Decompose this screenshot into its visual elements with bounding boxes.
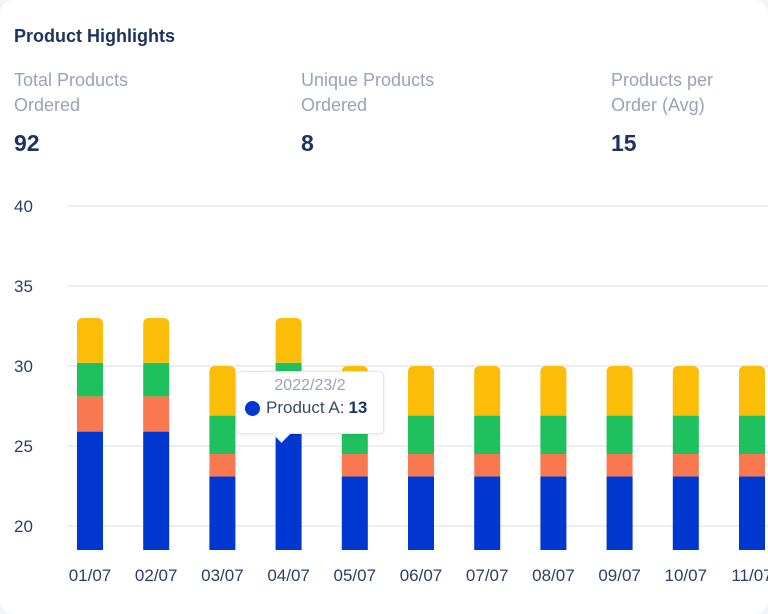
bar-segment xyxy=(672,476,699,550)
y-tick-label: 40 xyxy=(14,197,33,216)
bar-segment xyxy=(540,366,567,416)
bar-segment xyxy=(739,415,765,454)
stat-products-per-order: Products per Order (Avg) 15 xyxy=(611,68,751,157)
tooltip-value: 13 xyxy=(348,398,368,417)
bar-segment xyxy=(143,431,170,550)
stat-total-products: Total Products Ordered 92 xyxy=(14,68,184,157)
bar-segment xyxy=(408,454,434,477)
x-tick-label: 09/07 xyxy=(598,566,641,585)
bar-segment xyxy=(672,454,699,477)
bar-segment xyxy=(275,318,302,363)
bar-segment xyxy=(77,318,103,363)
bar-segment xyxy=(474,476,501,550)
bar-segment xyxy=(739,454,765,477)
y-tick-label: 20 xyxy=(14,517,33,536)
bar-segment xyxy=(540,415,567,454)
x-tick-label: 10/07 xyxy=(665,566,708,585)
bar-segment xyxy=(606,366,633,416)
bar-segment xyxy=(474,454,501,477)
y-tick-label: 30 xyxy=(14,357,33,376)
bar-segment xyxy=(606,454,633,477)
y-tick-label: 25 xyxy=(14,437,33,456)
x-tick-label: 02/07 xyxy=(135,566,178,585)
bar-segment xyxy=(606,476,633,550)
card-title: Product Highlights xyxy=(14,26,175,46)
x-tick-label: 03/07 xyxy=(201,566,244,585)
x-tick-label: 06/07 xyxy=(400,566,443,585)
stat-value: 8 xyxy=(301,130,314,156)
bar-segment xyxy=(540,454,567,477)
x-tick-label: 05/07 xyxy=(334,566,377,585)
x-tick-label: 08/07 xyxy=(532,566,575,585)
bar-segment xyxy=(672,415,699,454)
x-tick-label: 01/07 xyxy=(69,566,112,585)
stat-label: Unique Products Ordered xyxy=(301,70,435,115)
stat-value: 15 xyxy=(611,130,637,156)
bar-segment xyxy=(143,318,170,363)
bar-segment xyxy=(143,396,170,432)
stat-label: Total Products Ordered xyxy=(14,70,129,115)
bar-segment xyxy=(275,431,302,550)
stat-unique-products: Unique Products Ordered 8 xyxy=(301,68,471,157)
bar-segment xyxy=(739,366,765,416)
bar-segment xyxy=(474,415,501,454)
series-color-dot-icon xyxy=(245,400,260,416)
x-tick-label: 11/07 xyxy=(731,566,768,585)
bar-segment xyxy=(209,476,236,550)
y-tick-label: 35 xyxy=(14,277,33,296)
bar-segment xyxy=(474,366,501,416)
bar-segment xyxy=(209,366,236,416)
tooltip-series-label: Product A: xyxy=(266,398,345,417)
x-tick-label: 07/07 xyxy=(466,566,509,585)
bar-segment xyxy=(341,476,368,550)
bar-segment xyxy=(408,476,434,550)
bar-segment xyxy=(77,396,103,432)
bar-segment xyxy=(143,362,170,397)
bar-segment xyxy=(540,476,567,550)
bar-segment xyxy=(408,415,434,454)
bar-segment xyxy=(672,366,699,416)
bar-segment xyxy=(341,454,368,477)
bar-segment xyxy=(77,431,103,550)
tooltip-date: 2022/23/2 xyxy=(274,377,346,394)
bar-segment xyxy=(77,362,103,397)
bar-segment xyxy=(606,415,633,454)
bar-segment xyxy=(209,415,236,454)
bar-segment xyxy=(739,476,765,550)
stat-value: 92 xyxy=(14,130,40,156)
stat-label: Products per Order (Avg) xyxy=(611,70,714,115)
x-tick-label: 04/07 xyxy=(267,566,310,585)
bar-segment xyxy=(209,454,236,477)
bar-segment xyxy=(408,366,434,416)
chart-tooltip: 2022/23/2 Product A: 13 xyxy=(236,371,384,443)
